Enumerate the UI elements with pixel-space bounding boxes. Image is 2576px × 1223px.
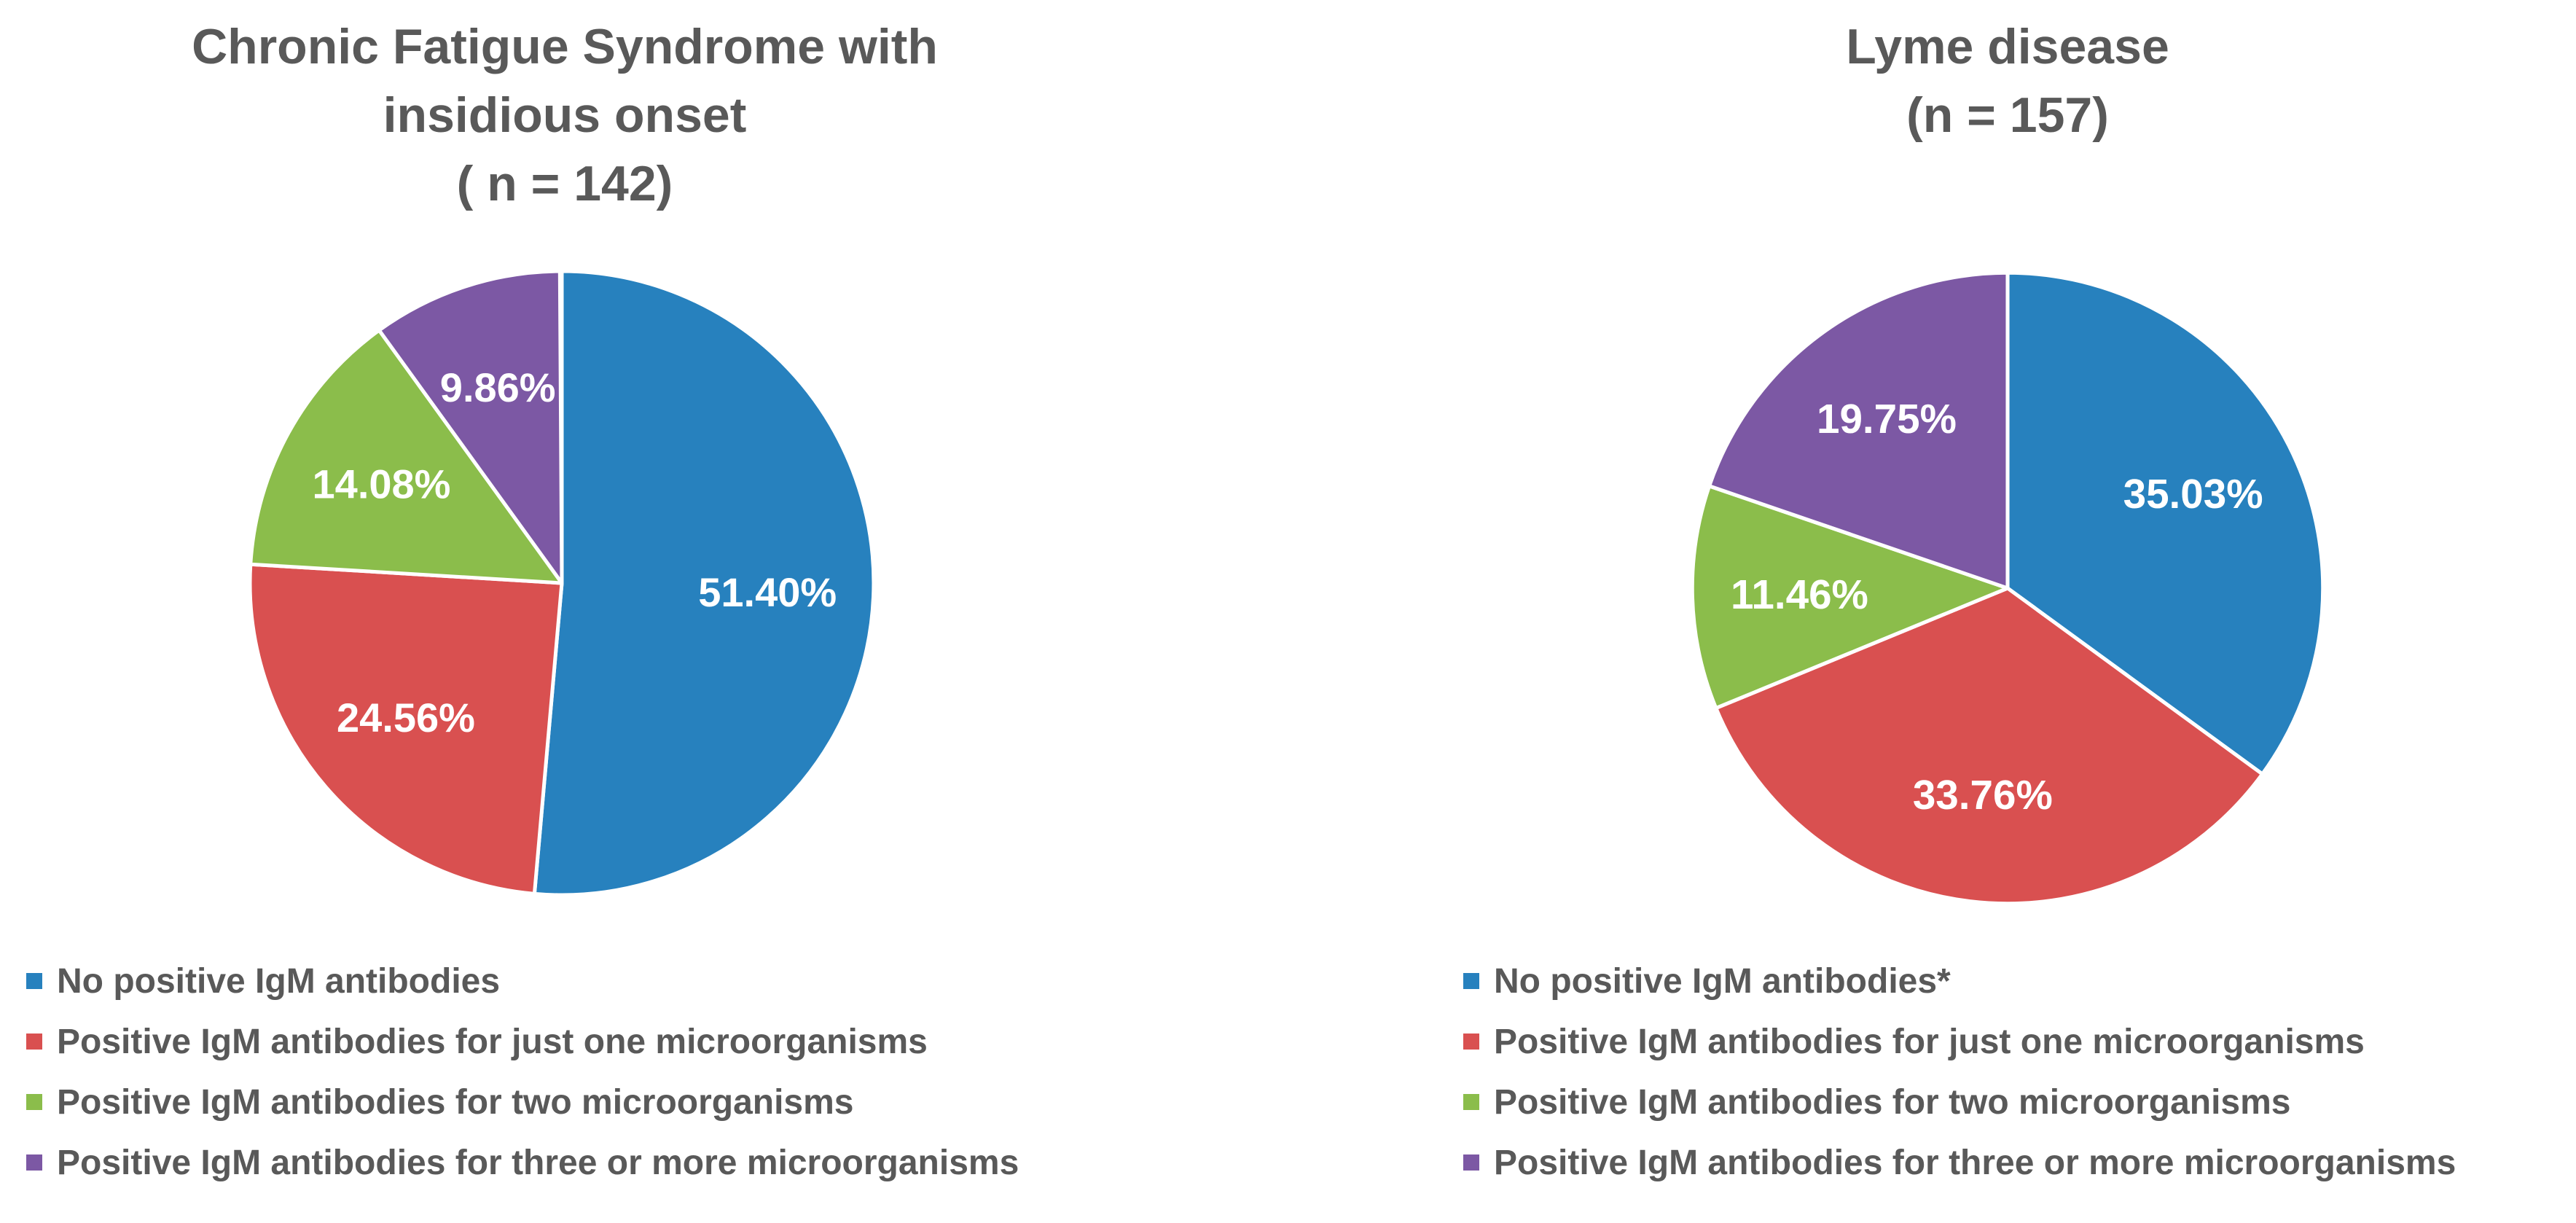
- legend-swatch-blue-icon: [26, 973, 42, 989]
- slice-percentage-label: 24.56%: [337, 695, 475, 741]
- pie-slice: [248, 562, 564, 896]
- legend-swatch-green-icon: [26, 1094, 42, 1110]
- pie-slice: [2005, 270, 2325, 776]
- legend-item: No positive IgM antibodies: [26, 961, 1019, 1001]
- right-chart-title: Lyme disease (n = 157): [1567, 13, 2448, 150]
- legend-item: Positive IgM antibodies for three or mor…: [1463, 1143, 2456, 1182]
- legend-swatch-purple-icon: [1463, 1154, 1479, 1171]
- left-chart-title-line-2: insidious onset: [383, 87, 747, 143]
- legend-item: Positive IgM antibodies for three or mor…: [26, 1143, 1019, 1182]
- slice-percentage-label: 9.86%: [440, 364, 556, 410]
- legend-label: Positive IgM antibodies for three or mor…: [1494, 1143, 2456, 1182]
- pie-slice: [1707, 270, 2010, 590]
- slice-percentage-label: 51.40%: [698, 569, 837, 615]
- legend-swatch-red-icon: [1463, 1034, 1479, 1050]
- pie-slice: [377, 269, 564, 585]
- legend-item: Positive IgM antibodies for just one mic…: [1463, 1022, 2456, 1061]
- pie-slice: [248, 328, 564, 585]
- legend-label: No positive IgM antibodies: [57, 961, 501, 1001]
- legend-label: Positive IgM antibodies for just one mic…: [1494, 1022, 2365, 1061]
- legend-item: No positive IgM antibodies*: [1463, 961, 2456, 1001]
- legend-label: Positive IgM antibodies for three or mor…: [57, 1143, 1019, 1182]
- pie-slice: [1714, 586, 2265, 906]
- legend-label: No positive IgM antibodies*: [1494, 961, 1951, 1001]
- legend-label: Positive IgM antibodies for just one mic…: [57, 1022, 928, 1061]
- legend-swatch-green-icon: [1463, 1094, 1479, 1110]
- legend-label: Positive IgM antibodies for two microorg…: [57, 1082, 854, 1122]
- legend-item: Positive IgM antibodies for just one mic…: [26, 1022, 1019, 1061]
- left-chart-title: Chronic Fatigue Syndrome with insidious …: [87, 13, 1042, 218]
- legend-swatch-blue-icon: [1463, 973, 1479, 989]
- slice-percentage-label: 33.76%: [1913, 772, 2053, 818]
- slice-percentage-label: 19.75%: [1817, 396, 1957, 442]
- right-chart-title-line-1: Lyme disease: [1846, 19, 2169, 74]
- legend-item: Positive IgM antibodies for two microorg…: [26, 1082, 1019, 1122]
- pie-slice: [532, 269, 876, 897]
- pie-chart-cfs: 51.40% 24.56% 14.08% 9.86%: [248, 269, 876, 897]
- legend-swatch-purple-icon: [26, 1154, 42, 1171]
- right-chart-title-line-2: (n = 157): [1906, 87, 2109, 143]
- legend-label: Positive IgM antibodies for two microorg…: [1494, 1082, 2291, 1122]
- left-chart-title-line-1: Chronic Fatigue Syndrome with: [192, 19, 938, 74]
- left-chart-title-line-3: ( n = 142): [456, 155, 673, 211]
- slice-percentage-label: 35.03%: [2123, 471, 2263, 517]
- slice-percentage-label: 11.46%: [1731, 571, 1868, 617]
- legend-swatch-red-icon: [26, 1034, 42, 1050]
- legend-cfs: No positive IgM antibodies Positive IgM …: [26, 961, 1019, 1206]
- pie-chart-lyme: 35.03% 33.76% 11.46% 19.75%: [1690, 270, 2325, 906]
- pie-slice: [1690, 484, 2010, 711]
- legend-item: Positive IgM antibodies for two microorg…: [1463, 1082, 2456, 1122]
- slice-percentage-label: 14.08%: [313, 461, 451, 507]
- legend-lyme: No positive IgM antibodies* Positive IgM…: [1463, 961, 2456, 1206]
